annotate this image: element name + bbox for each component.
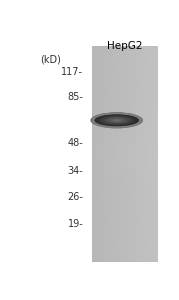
Text: 48-: 48- [68, 138, 83, 148]
Ellipse shape [102, 116, 131, 124]
Text: 85-: 85- [67, 92, 83, 102]
Ellipse shape [97, 115, 136, 126]
Ellipse shape [108, 118, 126, 123]
Ellipse shape [99, 116, 135, 125]
Ellipse shape [96, 114, 138, 127]
Ellipse shape [96, 115, 138, 126]
Ellipse shape [98, 115, 135, 125]
Ellipse shape [91, 112, 142, 128]
Ellipse shape [97, 115, 137, 126]
Ellipse shape [111, 119, 123, 122]
Ellipse shape [100, 116, 134, 125]
Ellipse shape [91, 112, 142, 128]
Ellipse shape [90, 112, 143, 128]
Ellipse shape [100, 116, 133, 125]
Ellipse shape [96, 114, 137, 126]
Ellipse shape [102, 116, 132, 124]
Text: HepG2: HepG2 [107, 41, 142, 51]
Ellipse shape [98, 115, 136, 126]
Text: 34-: 34- [68, 166, 83, 176]
Ellipse shape [114, 119, 120, 121]
Ellipse shape [99, 116, 134, 125]
Text: 117-: 117- [61, 67, 83, 77]
Ellipse shape [95, 114, 138, 127]
Ellipse shape [101, 116, 132, 124]
Text: (kD): (kD) [40, 55, 61, 64]
Ellipse shape [92, 113, 141, 128]
Ellipse shape [95, 114, 139, 127]
Ellipse shape [99, 115, 135, 125]
Ellipse shape [93, 113, 140, 127]
Ellipse shape [103, 117, 130, 124]
Text: 19-: 19- [68, 219, 83, 229]
Ellipse shape [94, 114, 139, 127]
Ellipse shape [109, 118, 124, 122]
Ellipse shape [115, 120, 118, 121]
Ellipse shape [105, 117, 129, 124]
Ellipse shape [93, 113, 141, 127]
Ellipse shape [97, 115, 136, 126]
Ellipse shape [94, 114, 139, 126]
Ellipse shape [100, 116, 133, 125]
Ellipse shape [112, 119, 121, 122]
Ellipse shape [101, 116, 132, 124]
Ellipse shape [106, 118, 127, 123]
Ellipse shape [93, 113, 141, 127]
Ellipse shape [103, 117, 130, 124]
Ellipse shape [102, 117, 131, 124]
Text: 26-: 26- [67, 191, 83, 202]
